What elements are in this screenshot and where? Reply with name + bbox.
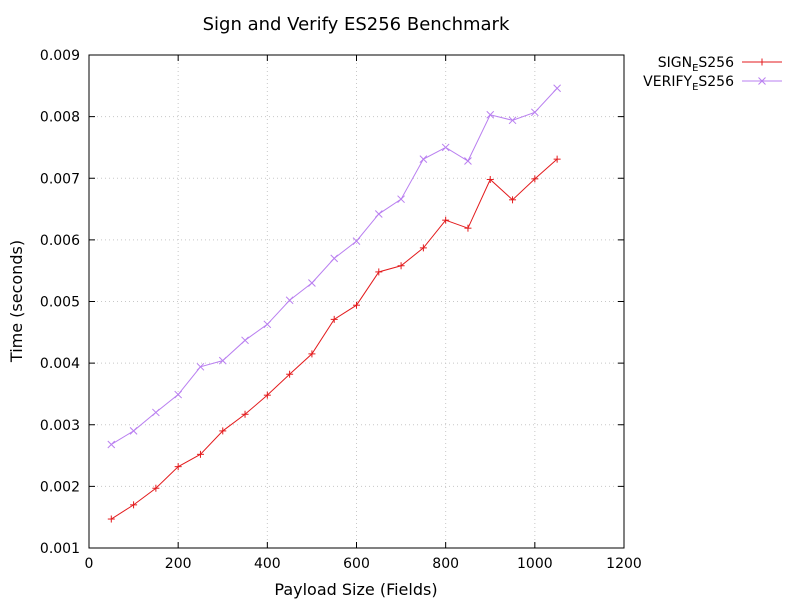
data-point xyxy=(174,390,183,399)
data-point xyxy=(218,356,227,365)
data-point xyxy=(486,110,495,119)
data-point xyxy=(352,237,361,245)
axis-ticks: 0 200 400 600 800 1000 1200 0.001 0.002 0.003 0.00… xyxy=(40,48,642,572)
x-tick-label: 1200 xyxy=(606,556,642,572)
y-tick-label: 0.002 xyxy=(40,479,80,495)
data-point xyxy=(419,155,428,163)
x-tick-label: 600 xyxy=(343,556,370,572)
data-point xyxy=(330,315,338,323)
x-tick-label: 400 xyxy=(254,556,281,572)
y-tick-label: 0.007 xyxy=(40,171,80,187)
y-tick-label: 0.009 xyxy=(40,48,80,64)
y-tick-label: 0.008 xyxy=(40,110,80,126)
data-point xyxy=(442,216,450,224)
data-point xyxy=(219,427,227,435)
data-point xyxy=(464,157,472,165)
data-point xyxy=(375,268,383,276)
data-point xyxy=(241,336,249,345)
legend-marker xyxy=(758,58,766,66)
data-point xyxy=(397,195,405,204)
x-tick-label: 200 xyxy=(165,556,192,572)
data-point xyxy=(152,484,160,492)
grid xyxy=(89,55,624,548)
data-point xyxy=(107,440,116,449)
data-point xyxy=(196,450,204,458)
x-axis-title: Payload Size (Fields) xyxy=(274,580,437,599)
legend-item: SIGNES256 xyxy=(658,55,782,74)
data-point xyxy=(107,515,115,523)
series-verify-es256 xyxy=(107,84,561,449)
x-tick-label: 800 xyxy=(432,556,459,572)
x-tick-label: 1000 xyxy=(517,556,553,572)
series-sign-es256 xyxy=(107,155,561,523)
data-point xyxy=(553,155,561,163)
legend-marker xyxy=(758,77,766,85)
series-group xyxy=(107,84,561,523)
data-point xyxy=(374,210,383,218)
legend-label: VERIFYES256 xyxy=(643,74,734,93)
data-point xyxy=(419,244,427,252)
data-point xyxy=(196,362,205,371)
data-point xyxy=(508,116,517,125)
y-tick-label: 0.006 xyxy=(40,233,80,249)
y-tick-label: 0.001 xyxy=(40,541,80,557)
data-point xyxy=(241,410,249,418)
y-tick-label: 0.005 xyxy=(40,295,80,311)
chart-title: Sign and Verify ES256 Benchmark xyxy=(203,14,510,35)
legend-item: VERIFYES256 xyxy=(643,74,782,93)
data-point xyxy=(130,501,138,509)
data-point xyxy=(553,84,561,93)
data-point xyxy=(530,108,539,117)
data-point xyxy=(509,196,517,204)
y-tick-label: 0.004 xyxy=(40,356,80,372)
data-point xyxy=(397,262,405,270)
legend-label: SIGNES256 xyxy=(658,55,734,74)
data-point xyxy=(285,296,294,305)
y-axis-title: Time (seconds) xyxy=(7,240,26,363)
data-point xyxy=(263,320,272,329)
data-point xyxy=(308,350,316,358)
data-point xyxy=(286,370,294,378)
data-point xyxy=(531,175,539,183)
data-point xyxy=(441,143,450,152)
data-point xyxy=(174,463,182,471)
data-point xyxy=(486,175,494,183)
data-point xyxy=(152,408,160,417)
data-point xyxy=(308,279,316,287)
x-tick-label: 0 xyxy=(85,556,94,572)
y-tick-label: 0.003 xyxy=(40,418,80,434)
data-point xyxy=(464,224,472,232)
data-point xyxy=(353,301,360,309)
data-point xyxy=(263,391,271,399)
data-point xyxy=(129,427,138,435)
data-point xyxy=(330,254,339,263)
